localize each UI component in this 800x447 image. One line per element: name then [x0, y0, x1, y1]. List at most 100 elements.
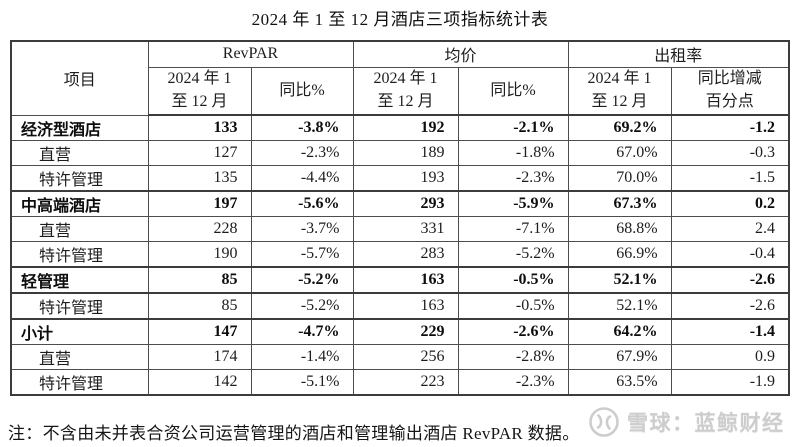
cell-value: 63.5%	[567, 368, 672, 395]
cell-value: -2.1%	[457, 114, 569, 141]
cell-value: -2.8%	[457, 343, 569, 370]
cell-value: -1.9	[670, 368, 790, 395]
cell-value: -0.3	[670, 139, 790, 166]
cell-value: 85	[147, 292, 252, 319]
cell-value: -5.2%	[250, 292, 354, 319]
row-label: 直营	[10, 215, 149, 242]
watermark-text: 雪球：蓝鲸财经	[627, 411, 785, 435]
cell-value: 69.2%	[567, 114, 672, 141]
xueqiu-logo-icon	[588, 406, 620, 438]
cell-value: 64.2%	[567, 317, 672, 345]
cell-value: -5.7%	[250, 240, 354, 267]
cell-value: 133	[147, 114, 252, 141]
cell-value: 283	[352, 240, 459, 267]
col-group-revpar: RevPAR	[147, 40, 354, 68]
table-row: 直营 174 -1.4% 256 -2.8% 67.9% 0.9	[10, 343, 790, 370]
cell-value: 197	[147, 189, 252, 217]
cell-value: -5.2%	[457, 240, 569, 267]
cell-value: -2.3%	[457, 164, 569, 191]
cell-value: 190	[147, 240, 252, 267]
table-row: 直营 228 -3.7% 331 -7.1% 68.8% 2.4	[10, 215, 790, 242]
cell-value: 229	[352, 317, 459, 345]
cell-value: 68.8%	[567, 215, 672, 242]
cell-value: -5.2%	[250, 265, 354, 294]
cell-value: -2.3%	[250, 139, 354, 166]
table-row: 小计 147 -4.7% 229 -2.6% 64.2% -1.4	[10, 317, 790, 345]
cell-value: -2.6%	[457, 317, 569, 345]
col-header-price-yoy: 同比%	[457, 66, 569, 116]
cell-value: 2.4	[670, 215, 790, 242]
col-header-revpar-yoy: 同比%	[250, 66, 354, 116]
cell-value: -4.7%	[250, 317, 354, 345]
cell-value: 331	[352, 215, 459, 242]
row-label: 轻管理	[10, 265, 149, 294]
cell-value: 52.1%	[567, 292, 672, 319]
cell-value: 223	[352, 368, 459, 395]
footnote: 注：不含由未并表合资公司运营管理的酒店和管理输出酒店 RevPAR 数据。	[8, 424, 580, 443]
cell-value: 147	[147, 317, 252, 345]
cell-value: -3.8%	[250, 114, 354, 141]
cell-value: -3.7%	[250, 215, 354, 242]
table-row: 特许管理 85 -5.2% 163 -0.5% 52.1% -2.6	[10, 292, 790, 319]
cell-value: -1.4	[670, 317, 790, 345]
page-title: 2024 年 1 至 12 月酒店三项指标统计表	[251, 10, 549, 29]
cell-value: -0.4	[670, 240, 790, 267]
col-header-revpar-period: 2024 年 1 至 12 月	[147, 66, 252, 116]
cell-value: -5.9%	[457, 189, 569, 217]
table-row: 特许管理 135 -4.4% 193 -2.3% 70.0% -1.5	[10, 164, 790, 191]
cell-value: 66.9%	[567, 240, 672, 267]
watermark: 雪球：蓝鲸财经	[588, 406, 785, 438]
header-sub-row: 2024 年 1 至 12 月 同比% 2024 年 1 至 12 月 同比% …	[11, 66, 790, 116]
col-group-occupancy: 出租率	[567, 40, 790, 68]
cell-value: -0.5%	[457, 292, 569, 319]
row-label: 中高端酒店	[10, 189, 149, 217]
cell-value: 85	[147, 265, 252, 294]
hotel-metrics-table: 项目 RevPAR 均价 出租率 2024 年 1 至 12 月 同比% 202…	[10, 40, 791, 396]
cell-value: -4.4%	[250, 164, 354, 191]
cell-value: -5.6%	[250, 189, 354, 217]
cell-value: 293	[352, 189, 459, 217]
cell-value: -1.8%	[457, 139, 569, 166]
table-row: 特许管理 142 -5.1% 223 -2.3% 63.5% -1.9	[10, 368, 790, 395]
cell-value: -5.1%	[250, 368, 354, 395]
row-label: 特许管理	[10, 292, 149, 319]
cell-value: 163	[352, 292, 459, 319]
cell-value: 0.2	[670, 189, 790, 217]
cell-value: -1.4%	[250, 343, 354, 370]
cell-value: 67.9%	[567, 343, 672, 370]
col-header-occupancy-yoy: 同比增减 百分点	[670, 66, 790, 116]
col-group-avg-price: 均价	[352, 40, 569, 68]
table-header: 项目 RevPAR 均价 出租率 2024 年 1 至 12 月 同比% 202…	[10, 40, 790, 116]
cell-value: -2.6	[670, 292, 790, 319]
table-row: 特许管理 190 -5.7% 283 -5.2% 66.9% -0.4	[10, 240, 790, 267]
cell-value: 228	[147, 215, 252, 242]
cell-value: 142	[147, 368, 252, 395]
cell-value: 256	[352, 343, 459, 370]
table-row: 轻管理 85 -5.2% 163 -0.5% 52.1% -2.6	[10, 265, 790, 294]
cell-value: 192	[352, 114, 459, 141]
table-row: 中高端酒店 197 -5.6% 293 -5.9% 67.3% 0.2	[10, 189, 790, 217]
col-header-occupancy-period: 2024 年 1 至 12 月	[567, 66, 672, 116]
cell-value: 0.9	[670, 343, 790, 370]
row-label: 特许管理	[10, 164, 149, 191]
cell-value: 52.1%	[567, 265, 672, 294]
cell-value: -0.5%	[457, 265, 569, 294]
cell-value: 127	[147, 139, 252, 166]
cell-value: 67.3%	[567, 189, 672, 217]
header-group-row: 项目 RevPAR 均价 出租率	[10, 40, 790, 116]
row-label: 特许管理	[10, 368, 149, 395]
cell-value: -1.2	[670, 114, 790, 141]
col-header-price-period: 2024 年 1 至 12 月	[352, 66, 459, 116]
col-header-item: 项目	[10, 40, 149, 116]
row-label: 直营	[10, 139, 149, 166]
row-label: 直营	[10, 343, 149, 370]
cell-value: -1.5	[670, 164, 790, 191]
cell-value: 135	[147, 164, 252, 191]
table-body: 经济型酒店 133 -3.8% 192 -2.1% 69.2% -1.2 直营 127 -2.3%…	[10, 114, 790, 395]
cell-value: 70.0%	[567, 164, 672, 191]
row-label: 经济型酒店	[10, 114, 149, 141]
row-label: 小计	[10, 317, 149, 345]
cell-value: 163	[352, 265, 459, 294]
table-row: 直营 127 -2.3% 189 -1.8% 67.0% -0.3	[10, 139, 790, 166]
cell-value: 193	[352, 164, 459, 191]
